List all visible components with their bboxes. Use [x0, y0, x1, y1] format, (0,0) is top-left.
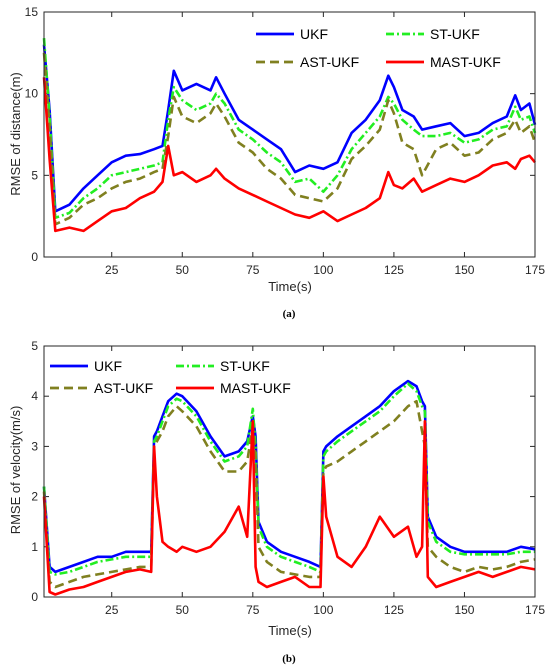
legend-label: ST-UKF [430, 26, 480, 42]
x-tick-label: 125 [384, 603, 404, 617]
series-line-mast-ukf [42, 77, 536, 233]
y-axis-label: RMSE of velocity(m/s) [8, 406, 23, 535]
series-line-mast-ukf [42, 419, 536, 596]
x-tick-labels: 25 50 75 100 125 150 175 [105, 603, 545, 617]
legend-label: ST-UKF [220, 358, 270, 374]
chart-panel-b: 25 50 75 100 125 150 175 0 1 2 3 4 5 Time(s) RMSE o… [8, 339, 545, 665]
x-tick-label: 175 [525, 263, 545, 277]
y-tick-label: 1 [31, 540, 38, 554]
series-line-ast-ukf [42, 399, 536, 589]
y-tick-label: 4 [31, 389, 38, 403]
x-tick-label: 100 [313, 263, 333, 277]
panel-label: (a) [283, 308, 296, 320]
x-tick-label: 150 [454, 263, 474, 277]
x-axis-label: Time(s) [268, 279, 312, 294]
plot-area [44, 12, 535, 257]
x-tick-label: 75 [246, 263, 260, 277]
x-tick-label: 75 [246, 603, 260, 617]
y-tick-label: 3 [31, 439, 38, 453]
series-line-ukf [42, 44, 537, 213]
x-tick-label: 100 [313, 603, 333, 617]
x-tick-label: 25 [105, 603, 119, 617]
x-tick-label: 25 [105, 263, 119, 277]
x-tick-label: 125 [384, 263, 404, 277]
legend-label: AST-UKF [94, 380, 153, 396]
y-tick-label: 2 [31, 490, 38, 504]
legend: UKF ST-UKF AST-UKF MAST-UKF [50, 358, 291, 396]
series-lines [42, 38, 537, 233]
y-tick-label: 15 [25, 5, 39, 19]
y-tick-label: 10 [25, 87, 39, 101]
x-tick-labels: 25 50 75 100 125 150 175 [105, 263, 545, 277]
x-axis-label: Time(s) [268, 623, 312, 638]
x-tick-label: 50 [176, 603, 190, 617]
legend-label: MAST-UKF [220, 380, 291, 396]
chart-panel-a: 25 50 75 100 125 150 175 0 5 10 15 Time(s) RMSE o… [8, 5, 545, 320]
y-tick-label: 0 [31, 250, 38, 264]
panel-label: (b) [282, 653, 296, 665]
series-lines [42, 379, 536, 596]
y-tick-label: 0 [31, 590, 38, 604]
x-tick-label: 175 [525, 603, 545, 617]
x-tick-label: 50 [176, 263, 190, 277]
legend-label: UKF [300, 26, 328, 42]
plot-frame [43, 345, 536, 598]
series-line-ast-ukf [42, 52, 537, 226]
series-line-st-ukf [42, 382, 535, 576]
series-line-st-ukf [42, 38, 537, 220]
x-tick-label: 150 [454, 603, 474, 617]
y-tick-labels: 0 1 2 3 4 5 [31, 339, 38, 604]
legend-label: UKF [94, 358, 122, 374]
plot-frame [43, 11, 536, 258]
legend-label: MAST-UKF [430, 54, 501, 70]
y-tick-labels: 0 5 10 15 [25, 5, 39, 264]
legend-label: AST-UKF [300, 54, 359, 70]
y-tick-label: 5 [31, 339, 38, 353]
legend: UKF ST-UKF AST-UKF MAST-UKF [256, 26, 501, 70]
y-axis-label: RMSE of distance(m) [8, 72, 23, 196]
y-tick-label: 5 [31, 168, 38, 182]
